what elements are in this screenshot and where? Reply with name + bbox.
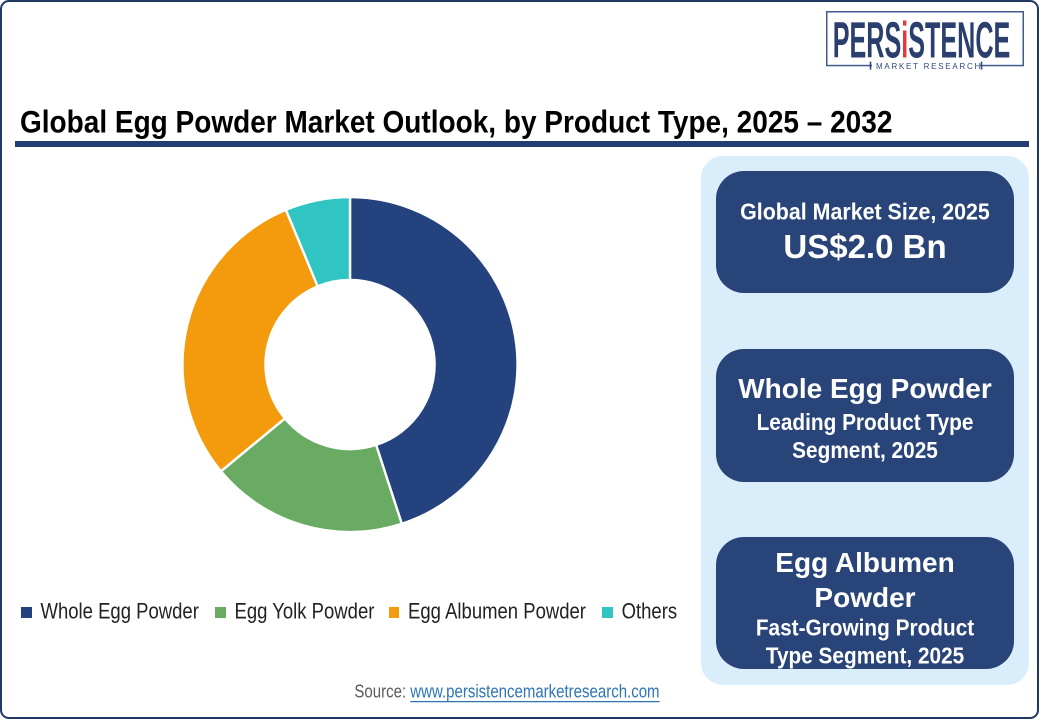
svg-text:MARKET RESEARCH: MARKET RESEARCH [876,62,982,71]
